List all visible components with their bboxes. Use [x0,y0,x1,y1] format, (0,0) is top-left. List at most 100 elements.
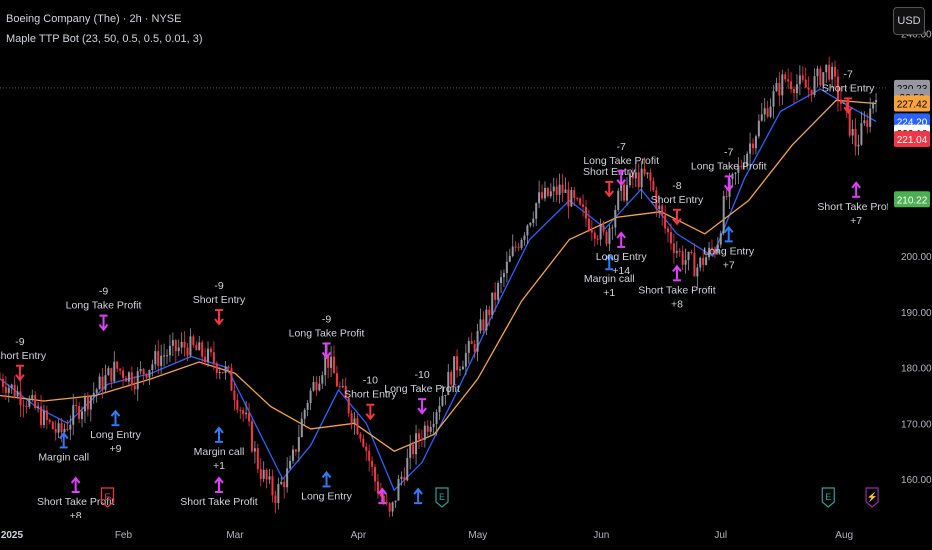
candle-body [722,196,725,234]
candle-body [122,370,125,378]
candle-body [669,232,672,244]
signal-label: Margin call [584,273,635,285]
signal-label: +7 [850,215,862,227]
signal-label: Long Take Profit [691,160,767,172]
candle-body [473,344,476,352]
candle-body [426,425,429,432]
marker-letter: E [105,492,111,502]
candle-body [740,166,743,168]
candle-body [505,261,508,274]
candle-body [385,502,388,504]
time-axis[interactable]: 2025 Feb Mar Apr May Jun Jul Aug [0,518,888,550]
candle-body [259,469,262,479]
candle-body [86,396,89,410]
candle-body [751,143,754,149]
candle-body [793,89,796,94]
candle-body [526,225,529,236]
signal-label: Margin call [194,446,245,458]
candle-body [207,348,210,363]
candle-body [57,423,60,433]
arrow-down-icon [15,374,25,382]
candle-body [517,247,520,249]
candle-body [145,374,148,378]
candle-body [227,366,230,369]
price-tick-label: 180.00 [901,364,932,375]
signal-label: -10 [363,375,378,387]
symbol-title[interactable]: Boeing Company (The) · 2h · NYSE [6,13,182,25]
candle-body [283,481,286,488]
signal-short: -10 Short Entry [344,375,397,421]
candle-body [804,79,807,88]
price-axis[interactable]: 240.00200.00190.00180.00170.00160.00230.… [888,0,932,550]
time-tick-label: 2025 [1,530,24,541]
candle-body [48,420,51,422]
candle-body [459,369,462,371]
candle-body [420,439,423,441]
candle-body [790,81,793,90]
candle-body [157,351,160,366]
candle-body [371,460,374,467]
indicator-title[interactable]: Maple TTP Bot (23, 50, 0.5, 0.5, 0.01, 3… [6,33,203,45]
candle-body [467,341,470,353]
candle-body [649,172,652,181]
candle-body [502,273,505,278]
candle-body [432,423,435,427]
candle-body [713,249,716,254]
candle-body [133,385,136,390]
candle-body [183,341,186,348]
candle-body [664,215,667,229]
signal-label: -9 [214,280,223,292]
candle-body [63,428,66,433]
candle-body [857,144,860,147]
candle-body [7,387,10,393]
candle-body [561,184,564,193]
candle-body [201,342,204,357]
arrow-down-icon [723,184,734,192]
marker-shape [100,487,115,508]
arrow-up-icon [413,487,423,495]
signal-label: Short Entry [193,294,246,306]
candle-body [294,449,297,452]
candle-body [836,76,839,100]
candle-body [705,257,708,265]
candle-body [435,412,438,424]
candle-body [189,336,192,356]
candle-body [667,228,670,233]
signal-label: Short Entry [651,194,704,206]
earnings-icon: E [435,487,449,508]
candle-body [482,319,485,331]
currency-button[interactable]: USD [893,7,925,35]
candle-body [40,406,43,426]
price-label: 221.04 [894,131,930,148]
candle-body [113,361,116,382]
candle-body [631,173,634,179]
candle-body [321,375,324,384]
candle-body [204,356,207,363]
price-tick-label: 200.00 [901,252,932,263]
arrow-up-icon [851,181,861,189]
candle-body [716,244,719,254]
candle-body [124,377,127,382]
candle-body [233,390,236,401]
candle-body [362,438,365,447]
signal-label: +9 [109,443,121,455]
candle-body [620,184,623,191]
signal-long: Margin call +1 [194,426,245,472]
arrow-down-icon [604,190,615,198]
candle-body [248,412,251,422]
candle-body [274,495,277,503]
candle-body [66,428,69,430]
candle-body [684,260,687,265]
price-label-box [894,191,930,208]
candle-body [508,255,511,262]
candle-body [139,369,142,372]
candle-body [116,361,119,369]
candle-body [174,340,177,352]
candle-body [652,180,655,191]
candle-body [441,395,444,406]
signal-label: Short Take Profit [37,496,115,508]
candle-body [464,352,467,367]
candle-body [461,366,464,370]
